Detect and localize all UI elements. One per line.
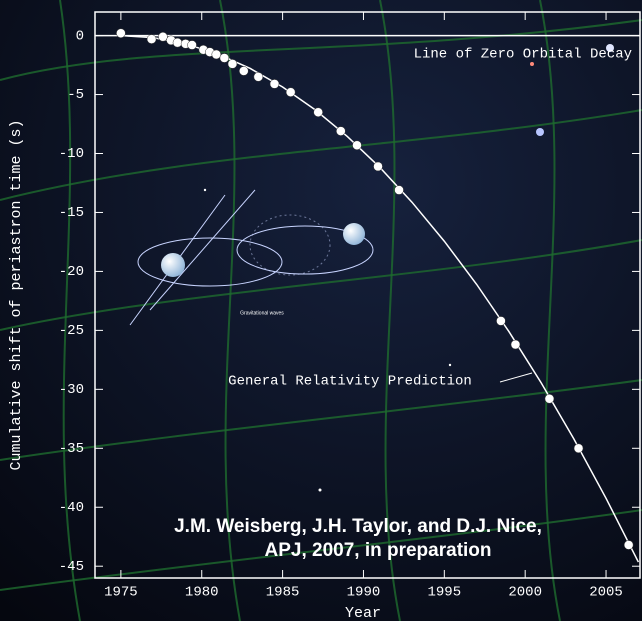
- data-point: [352, 141, 361, 150]
- star: [530, 62, 534, 66]
- data-point: [188, 41, 197, 50]
- x-tick-label: 2000: [508, 585, 542, 601]
- data-point: [574, 444, 583, 453]
- data-point: [116, 29, 125, 38]
- star: [449, 364, 451, 366]
- x-tick-label: 1980: [185, 585, 219, 601]
- star: [536, 128, 544, 136]
- y-tick-label: -15: [59, 205, 84, 221]
- data-point: [496, 316, 505, 325]
- y-tick-label: -5: [67, 87, 84, 103]
- data-point: [173, 38, 182, 47]
- credit: J.M. Weisberg, J.H. Taylor, and D.J. Nic…: [174, 516, 542, 537]
- star: [319, 489, 322, 492]
- data-point: [545, 394, 554, 403]
- series-annotation: General Relativity Prediction: [228, 374, 472, 390]
- data-point: [147, 35, 156, 44]
- data-point: [336, 127, 345, 136]
- y-tick-label: 0: [76, 28, 84, 44]
- data-point: [314, 108, 323, 117]
- y-tick-label: -10: [59, 146, 84, 162]
- illustration-label: Gravitational waves: [240, 310, 284, 316]
- reference-label: Line of Zero Orbital Decay: [414, 46, 632, 62]
- data-point: [228, 59, 237, 68]
- y-tick-label: -45: [59, 559, 84, 575]
- star: [204, 189, 206, 191]
- page: Gravitational waves Cumulative shift of …: [0, 0, 642, 621]
- data-point: [374, 162, 383, 171]
- x-tick-label: 1975: [104, 585, 138, 601]
- data-point: [624, 540, 633, 549]
- y-tick-label: -35: [59, 441, 84, 457]
- data-point: [212, 50, 221, 59]
- data-point: [395, 186, 404, 195]
- data-point: [286, 88, 295, 97]
- x-tick-label: 1995: [428, 585, 462, 601]
- data-point: [511, 340, 520, 349]
- data-point: [239, 66, 248, 75]
- y-tick-label: -20: [59, 264, 84, 280]
- companion: [343, 223, 365, 245]
- x-tick-label: 2005: [589, 585, 623, 601]
- y-tick-label: -30: [59, 382, 84, 398]
- data-point: [158, 32, 167, 41]
- data-point: [254, 72, 263, 81]
- x-tick-label: 1990: [347, 585, 381, 601]
- data-point: [220, 53, 229, 62]
- x-tick-label: 1985: [266, 585, 300, 601]
- chart: Gravitational waves Cumulative shift of …: [0, 0, 642, 621]
- y-tick-label: -40: [59, 500, 84, 516]
- x-axis-label: Year: [345, 605, 381, 621]
- credit: APJ, 2007, in preparation: [264, 540, 491, 561]
- data-point: [270, 79, 279, 88]
- y-tick-label: -25: [59, 323, 84, 339]
- y-axis-label: Cumulative shift of periastron time (s): [8, 119, 25, 470]
- pulsar: [161, 253, 185, 277]
